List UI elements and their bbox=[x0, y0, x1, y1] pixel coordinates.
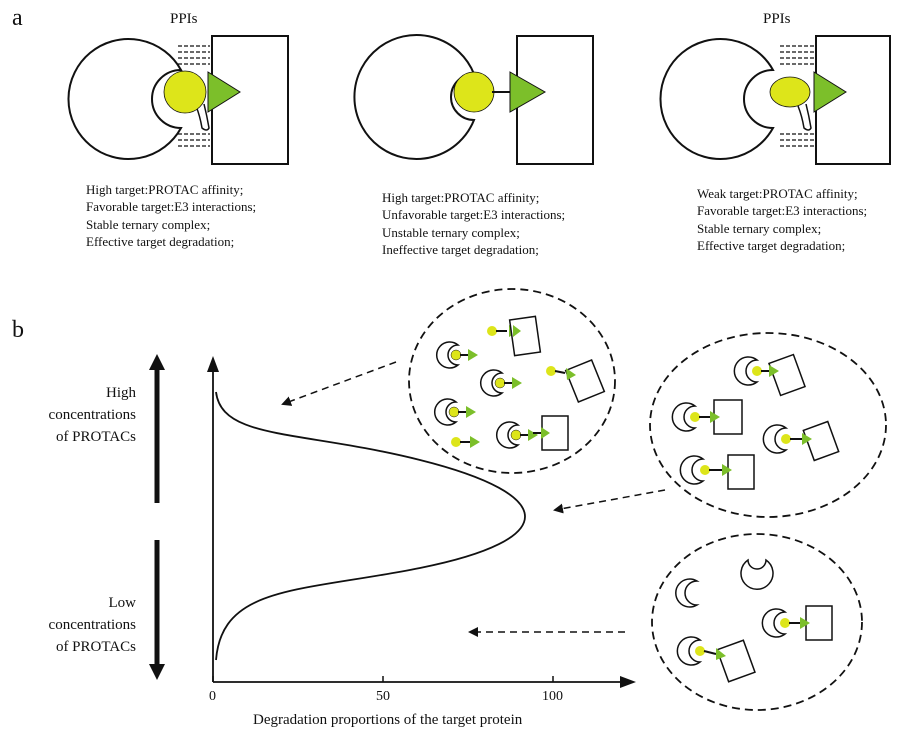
arrow-mid-to-curve bbox=[553, 489, 666, 514]
target-binary-complex bbox=[546, 359, 606, 403]
desc-line: Effective target degradation; bbox=[86, 233, 235, 249]
contact-loop-3 bbox=[797, 103, 812, 131]
ternary-complex-3 bbox=[659, 35, 891, 165]
e3-ligand-3 bbox=[769, 76, 811, 108]
e3-ligase-2 bbox=[353, 34, 476, 160]
desc-line: High target:PROTAC affinity; bbox=[382, 190, 540, 205]
hook-effect-curve bbox=[215, 391, 526, 661]
y-axis-arrowhead bbox=[207, 356, 219, 372]
label-line: High bbox=[106, 385, 136, 401]
population-optimal-concentration bbox=[649, 332, 887, 518]
desc-line: Ineffective target degradation; bbox=[382, 241, 539, 257]
desc-line: Unstable ternary complex; bbox=[382, 224, 520, 240]
free-target-protein bbox=[740, 558, 774, 590]
desc-line: Unfavorable target:E3 interactions; bbox=[382, 207, 566, 223]
label-line: concentrations bbox=[48, 616, 136, 633]
desc-line: Favorable target:E3 interactions; bbox=[697, 203, 868, 219]
x-axis-title: Degradation proportions of the target pr… bbox=[253, 712, 523, 728]
x-axis-arrowhead bbox=[620, 676, 636, 688]
target-binary-complex bbox=[487, 315, 542, 357]
e3-binary-complex bbox=[495, 421, 538, 449]
e3-ligand-2 bbox=[453, 71, 495, 113]
target-binary-complex bbox=[533, 415, 569, 451]
label-line: of PROTACs bbox=[55, 638, 136, 655]
warhead-1 bbox=[207, 71, 241, 113]
x-tick-label-50: 50 bbox=[376, 689, 390, 704]
free-protac bbox=[451, 436, 480, 448]
low-concentration-label: Low concentrations of PROTACs bbox=[49, 593, 136, 658]
panel-b-letter: b bbox=[12, 317, 24, 343]
warhead-3 bbox=[813, 71, 847, 113]
e3-ligase-1 bbox=[67, 38, 183, 160]
label-line: of PROTACs bbox=[55, 428, 136, 445]
panel-a-letter: a bbox=[12, 5, 23, 31]
e3-ligand-1 bbox=[163, 70, 207, 114]
warhead-2 bbox=[509, 71, 547, 113]
e3-binary-complex bbox=[433, 398, 476, 426]
free-e3-ligase bbox=[675, 578, 700, 608]
arrow-high-to-curve bbox=[281, 361, 397, 406]
ternary-complex-small bbox=[761, 605, 833, 641]
plot-axes bbox=[207, 356, 636, 688]
desc-line: Stable ternary complex; bbox=[697, 220, 822, 236]
ppi-label-left: PPIs bbox=[170, 11, 198, 27]
ternary-complex-small bbox=[676, 636, 756, 683]
contact-loop-1 bbox=[195, 103, 210, 131]
label-line: Low bbox=[108, 595, 137, 611]
complex-2-description: High target:PROTAC affinity; Unfavorable… bbox=[382, 189, 565, 258]
ppi-label-right: PPIs bbox=[763, 11, 791, 27]
x-tick-label-100: 100 bbox=[542, 689, 563, 704]
label-line: concentrations bbox=[48, 406, 136, 423]
complex-3-description: Weak target:PROTAC affinity; Favorable t… bbox=[697, 185, 867, 254]
concentration-arrow bbox=[149, 354, 165, 680]
desc-line: Favorable target:E3 interactions; bbox=[86, 199, 257, 215]
e3-binary-complex bbox=[435, 341, 478, 369]
ternary-complex-small bbox=[733, 353, 806, 397]
desc-line: Weak target:PROTAC affinity; bbox=[697, 186, 858, 201]
ppi-interface-1 bbox=[178, 45, 210, 147]
ternary-complex-1 bbox=[67, 35, 289, 165]
x-tick-label-0: 0 bbox=[209, 689, 216, 704]
desc-line: High target:PROTAC affinity; bbox=[86, 182, 244, 197]
ternary-complex-2 bbox=[353, 34, 594, 165]
population-high-concentration bbox=[408, 288, 616, 474]
high-concentration-label: High concentrations of PROTACs bbox=[49, 383, 136, 448]
desc-line: Stable ternary complex; bbox=[86, 216, 211, 232]
population-low-concentration bbox=[651, 533, 863, 711]
e3-ligase-3 bbox=[659, 38, 775, 160]
ternary-complex-small bbox=[762, 420, 840, 462]
complex-1-description: High target:PROTAC affinity; Favorable t… bbox=[86, 181, 256, 250]
ternary-complex-small bbox=[671, 399, 743, 435]
e3-binary-complex bbox=[479, 369, 522, 397]
ternary-complex-small bbox=[679, 454, 755, 490]
desc-line: Effective target degradation; bbox=[697, 237, 846, 253]
